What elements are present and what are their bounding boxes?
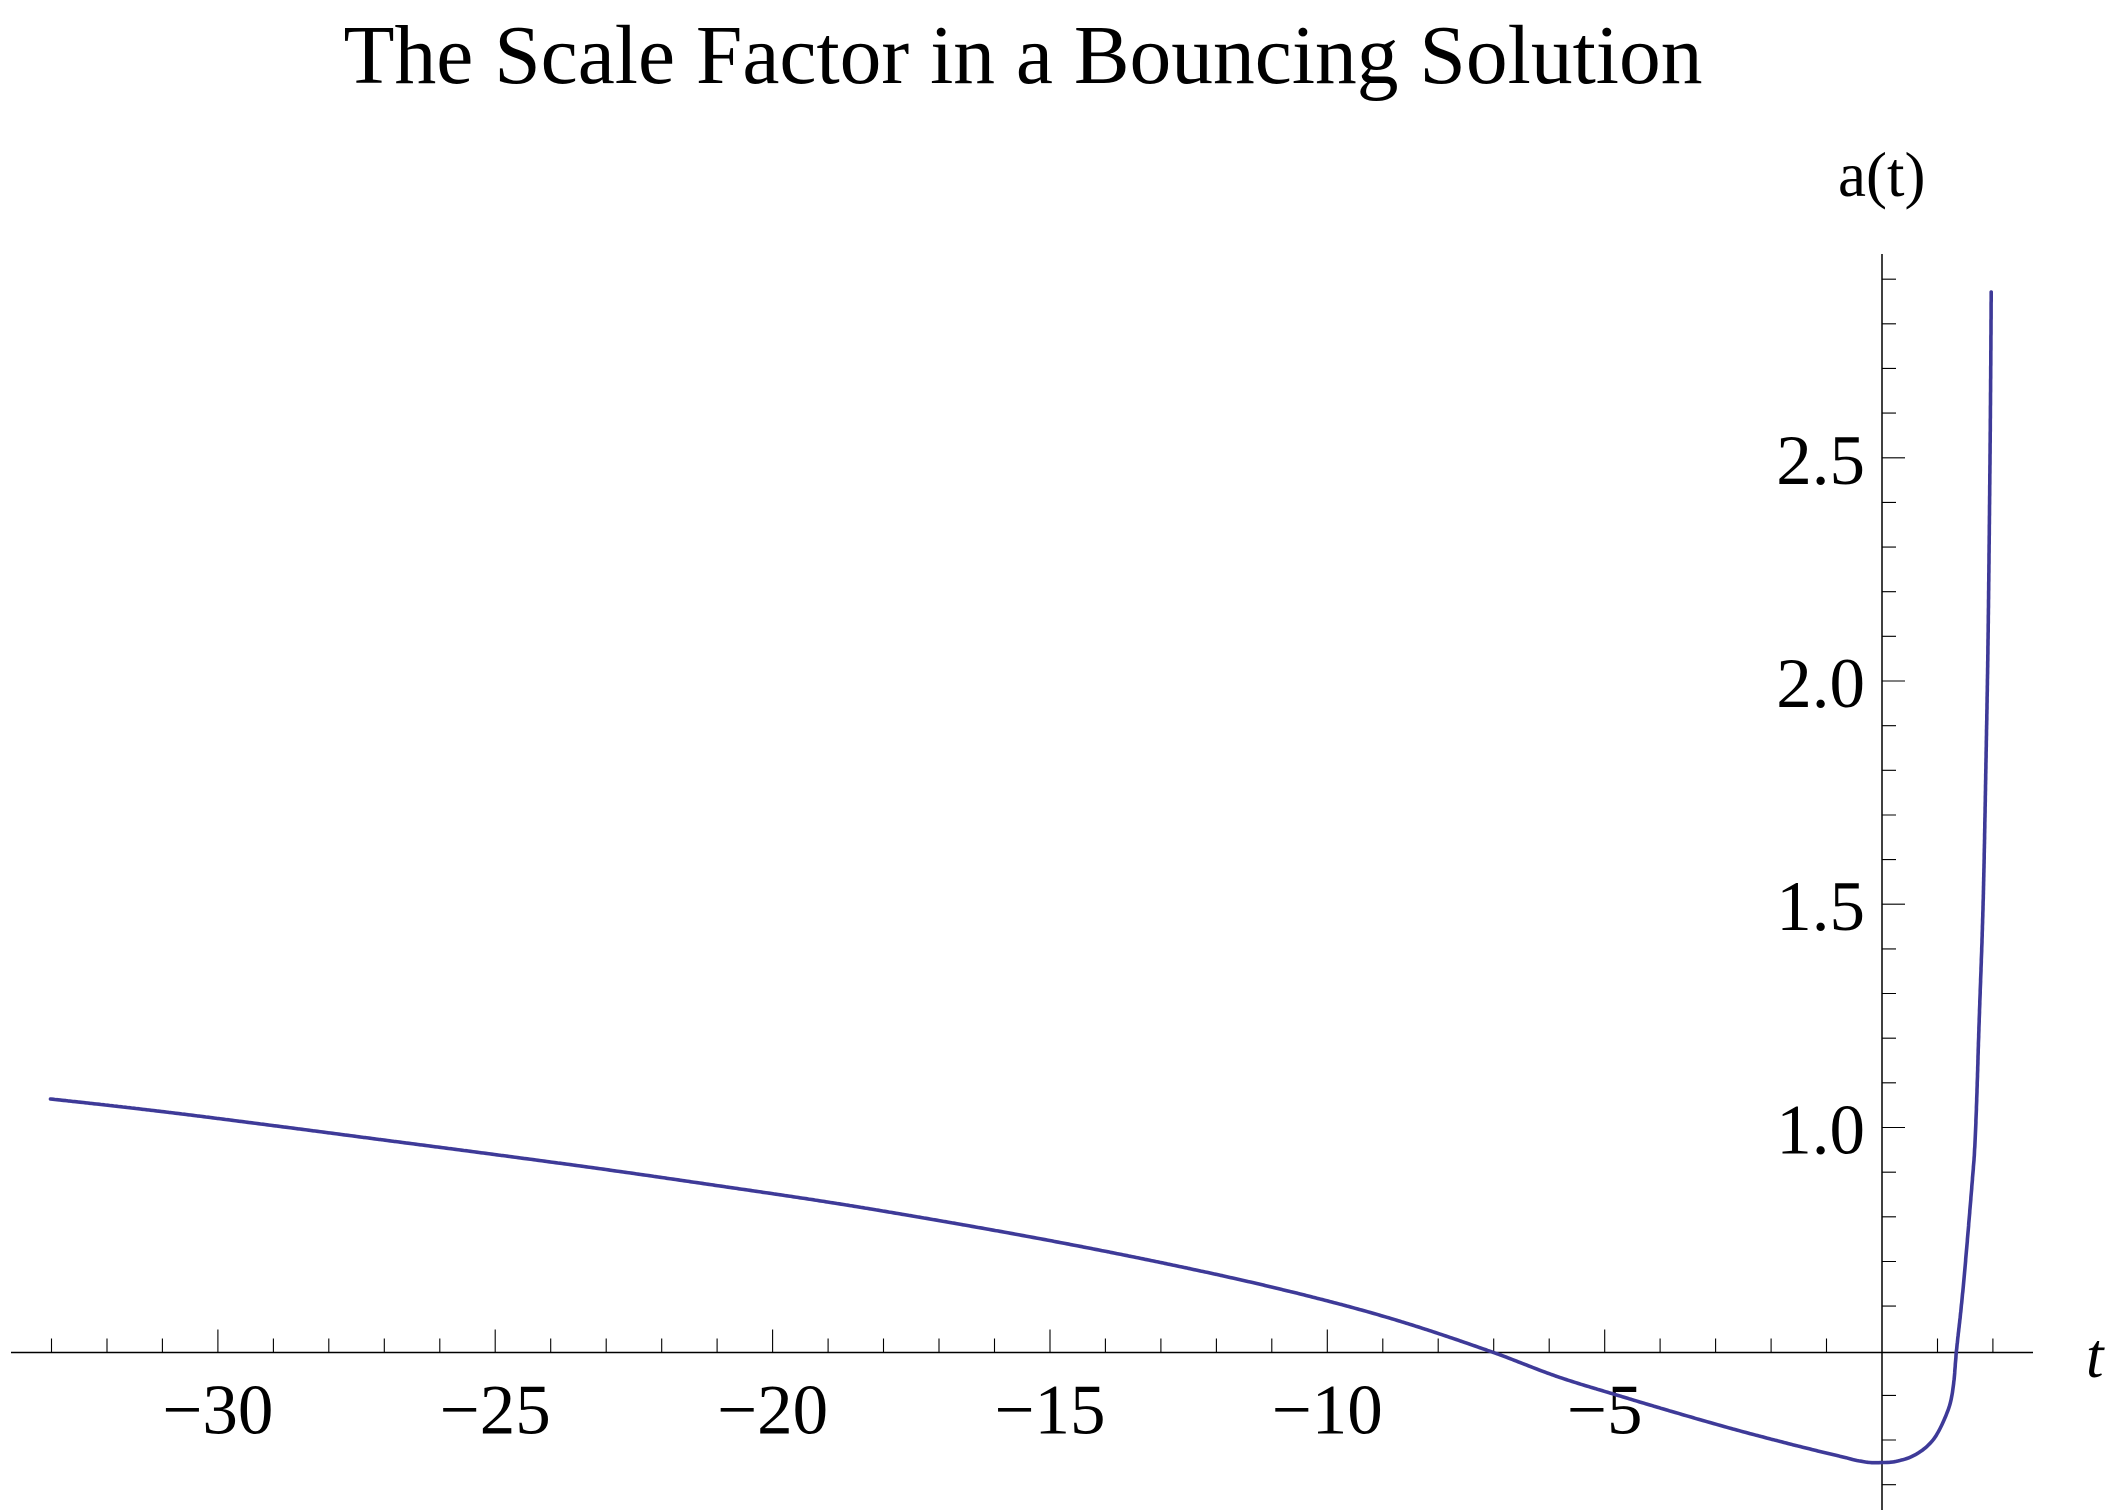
svg-text:The Scale Factor in a Bouncing: The Scale Factor in a Bouncing Solution [344,10,1703,102]
svg-text:1.0: 1.0 [1776,1092,1865,1170]
svg-text:−30: −30 [162,1372,273,1450]
svg-text:−25: −25 [440,1372,551,1450]
svg-text:−15: −15 [994,1372,1105,1450]
svg-text:a(t): a(t) [1838,140,1925,210]
svg-text:1.5: 1.5 [1776,868,1865,946]
svg-text:2.5: 2.5 [1776,422,1865,500]
svg-text:−10: −10 [1272,1372,1383,1450]
svg-text:t: t [2086,1321,2105,1391]
svg-text:2.0: 2.0 [1776,645,1865,723]
svg-text:−20: −20 [717,1372,828,1450]
